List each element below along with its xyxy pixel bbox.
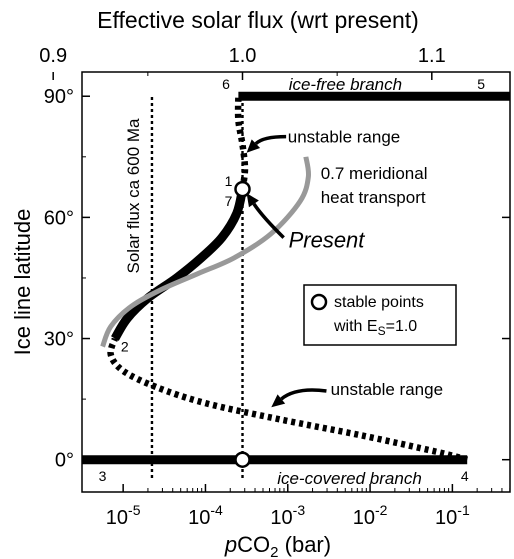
solar-flux-600ma-label: Solar flux ca 600 Ma: [124, 118, 143, 274]
x-axis-title-sub: 2: [270, 544, 278, 559]
state-number: 2: [121, 339, 129, 355]
legend-box: [303, 284, 457, 346]
annotation-arrow: [280, 388, 327, 401]
annotation-label: ice-covered branch: [277, 469, 422, 488]
state-numbers: 1 7 2 3 4 5 6: [99, 76, 486, 484]
legend-label-line2-suffix: =1.0: [386, 318, 418, 335]
y-tick-label: 0°: [55, 450, 74, 472]
annotation-arrowhead: [246, 139, 261, 153]
state-number: 5: [477, 76, 485, 92]
x-tick-label-exponent: -2: [375, 502, 388, 518]
x-tick-label: 10-4: [188, 502, 223, 529]
bottom-axis: 10-5 10-4 10-3 10-2 10-1: [106, 484, 511, 529]
x-tick-label: 10-5: [106, 502, 141, 529]
x-tick-label-exponent: -4: [210, 502, 223, 518]
top-tick-label: 0.9: [39, 45, 67, 67]
curve-dotted-3: [107, 337, 469, 463]
series-group: [82, 91, 510, 465]
x-tick-label-base: 10: [270, 507, 292, 529]
annotation-arrows: [246, 134, 327, 408]
y-axis-title: Ice line latitude: [10, 209, 35, 356]
x-tick-label-exponent: -1: [457, 502, 470, 518]
state-number: 7: [225, 193, 233, 209]
x-tick-label: 10-2: [353, 502, 388, 529]
annotation-label: unstable range: [331, 380, 443, 399]
annotation-arrowhead: [246, 193, 259, 208]
stable-point: [234, 180, 251, 198]
annotation-label: Present: [289, 228, 366, 253]
x-tick-label-base: 10: [188, 507, 210, 529]
x-tick-label-exponent: -5: [128, 502, 141, 518]
chart-frame: [81, 71, 511, 493]
legend-label-line2: with ES=1.0: [333, 318, 417, 338]
state-number: 4: [461, 468, 469, 484]
annotation-arrow: [254, 134, 287, 146]
legend-label-line2-sub: S: [378, 324, 386, 338]
state-number: 6: [222, 76, 230, 92]
y-tick-label: 90°: [44, 86, 74, 108]
top-tick-label: 1.1: [418, 45, 446, 67]
legend-stable-point-marker: [310, 293, 328, 311]
legend-label-line2-prefix: with E: [333, 318, 378, 335]
legend-label-line1: stable points: [334, 294, 424, 311]
x-axis-title-main: CO: [237, 532, 270, 557]
x-tick-label-base: 10: [435, 507, 457, 529]
top-axis-title: Effective solar flux (wrt present): [97, 7, 419, 33]
x-tick-label-base: 10: [106, 507, 128, 529]
x-tick-label: 10-1: [435, 502, 470, 529]
left-axis: 0° 30° 60° 90°: [44, 86, 510, 472]
curve-thick-solid-2: [111, 188, 247, 341]
plot-frame: [81, 71, 511, 493]
top-axis: 0.91.01.11.21.3: [39, 45, 446, 80]
annotation-label: 0.7 meridional: [321, 164, 428, 183]
stable-points: [234, 180, 251, 468]
annotation-label: unstable range: [288, 128, 400, 147]
x-axis-title-suffix: (bar): [279, 532, 332, 557]
annotation-label: ice-free branch: [289, 75, 402, 94]
annotation-arrowhead: [271, 394, 286, 408]
x-axis-title: pCO2 (bar): [224, 532, 331, 559]
x-tick-label-base: 10: [353, 507, 375, 529]
x-axis-title-prefix: p: [224, 532, 237, 557]
curve-solid-5: [100, 156, 312, 348]
x-tick-label-exponent: -3: [293, 502, 306, 518]
x-tick-label: 10-3: [270, 502, 305, 529]
state-number: 1: [225, 173, 233, 189]
annotation-arrow: [252, 202, 285, 239]
stable-point: [234, 451, 251, 468]
annotation-label: heat transport: [321, 188, 426, 207]
annotations: ice-free branch ice-covered branch unstabl…: [277, 75, 443, 488]
state-number: 3: [99, 468, 107, 484]
y-tick-label: 30°: [44, 329, 74, 351]
vertical-reference-lines: [150, 97, 244, 480]
top-tick-label: 1.0: [229, 45, 257, 67]
y-tick-label: 60°: [44, 207, 74, 229]
legend: stable points with ES=1.0: [303, 284, 457, 346]
